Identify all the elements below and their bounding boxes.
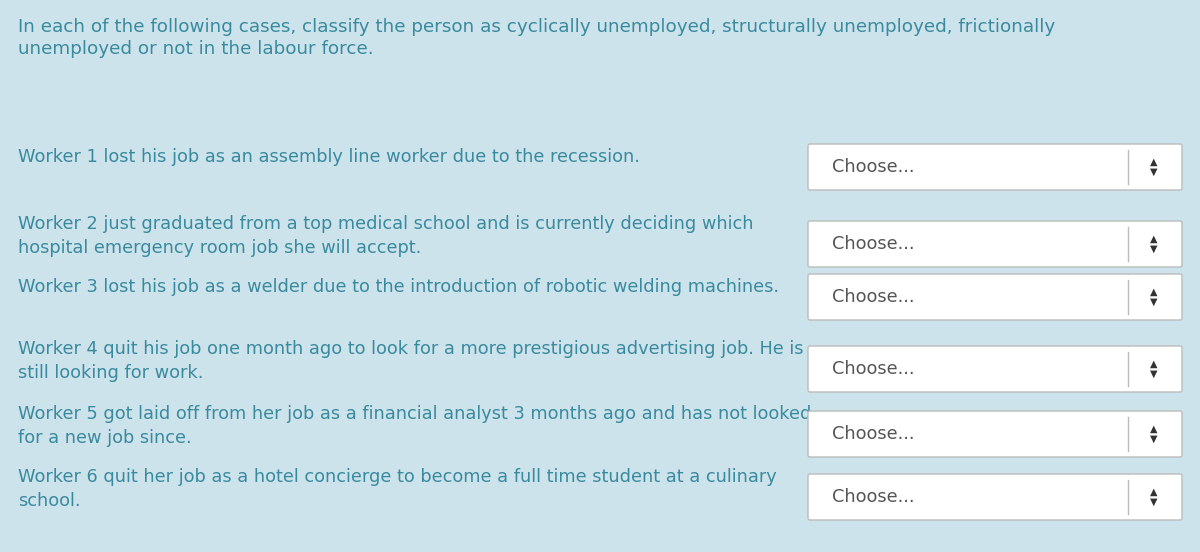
FancyBboxPatch shape <box>808 346 1182 392</box>
FancyBboxPatch shape <box>808 411 1182 457</box>
Text: ▲: ▲ <box>1151 234 1158 244</box>
Text: Choose...: Choose... <box>832 158 914 176</box>
Text: Worker 2 just graduated from a top medical school and is currently deciding whic: Worker 2 just graduated from a top medic… <box>18 215 754 257</box>
FancyBboxPatch shape <box>808 221 1182 267</box>
Text: ▲: ▲ <box>1151 424 1158 434</box>
Text: ▼: ▼ <box>1151 434 1158 444</box>
Text: Worker 1 lost his job as an assembly line worker due to the recession.: Worker 1 lost his job as an assembly lin… <box>18 148 640 166</box>
Text: ▲: ▲ <box>1151 157 1158 167</box>
Text: ▲: ▲ <box>1151 287 1158 297</box>
Text: Worker 5 got laid off from her job as a financial analyst 3 months ago and has n: Worker 5 got laid off from her job as a … <box>18 405 811 447</box>
Text: Worker 6 quit her job as a hotel concierge to become a full time student at a cu: Worker 6 quit her job as a hotel concier… <box>18 468 776 510</box>
Text: Choose...: Choose... <box>832 288 914 306</box>
Text: Choose...: Choose... <box>832 488 914 506</box>
Text: ▼: ▼ <box>1151 497 1158 507</box>
Text: Choose...: Choose... <box>832 235 914 253</box>
Text: ▼: ▼ <box>1151 369 1158 379</box>
Text: ▲: ▲ <box>1151 487 1158 497</box>
Text: ▼: ▼ <box>1151 244 1158 254</box>
Text: Choose...: Choose... <box>832 360 914 378</box>
Text: unemployed or not in the labour force.: unemployed or not in the labour force. <box>18 40 373 58</box>
Text: ▼: ▼ <box>1151 167 1158 177</box>
Text: Choose...: Choose... <box>832 425 914 443</box>
FancyBboxPatch shape <box>808 274 1182 320</box>
FancyBboxPatch shape <box>808 144 1182 190</box>
FancyBboxPatch shape <box>808 474 1182 520</box>
Text: ▼: ▼ <box>1151 297 1158 307</box>
Text: ▲: ▲ <box>1151 359 1158 369</box>
Text: Worker 3 lost his job as a welder due to the introduction of robotic welding mac: Worker 3 lost his job as a welder due to… <box>18 278 779 296</box>
Text: In each of the following cases, classify the person as cyclically unemployed, st: In each of the following cases, classify… <box>18 18 1055 36</box>
Text: Worker 4 quit his job one month ago to look for a more prestigious advertising j: Worker 4 quit his job one month ago to l… <box>18 340 804 383</box>
